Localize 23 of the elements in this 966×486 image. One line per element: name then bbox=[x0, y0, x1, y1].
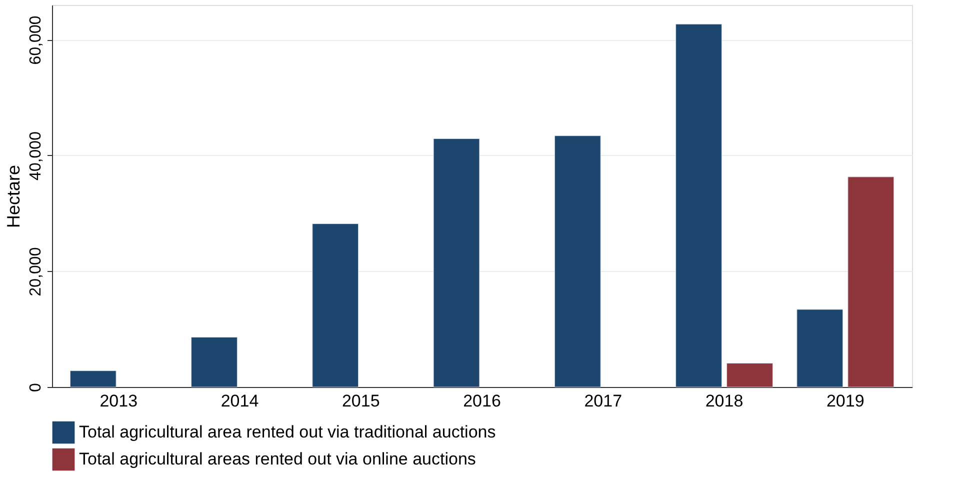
x-tick-label: 2016 bbox=[463, 392, 501, 410]
x-tick-label: 2018 bbox=[705, 392, 744, 410]
legend-label: Total agricultural areas rented out via online auctions bbox=[79, 450, 476, 468]
x-tick-label: 2015 bbox=[342, 392, 380, 410]
y-tick-label: 60,000 bbox=[28, 16, 44, 65]
bar bbox=[70, 370, 116, 388]
y-tick-label: 0 bbox=[28, 382, 44, 392]
legend-label: Total agricultural area rented out via traditional auctions bbox=[79, 422, 496, 442]
y-tick-label: 20,000 bbox=[28, 247, 44, 296]
bar bbox=[312, 224, 359, 388]
bar bbox=[726, 363, 773, 388]
bar bbox=[433, 138, 480, 388]
bar bbox=[554, 136, 601, 388]
bar bbox=[676, 24, 722, 388]
x-tick-label: 2019 bbox=[826, 392, 864, 410]
bar bbox=[848, 176, 894, 388]
y-axis-title: Hectare bbox=[4, 164, 24, 228]
y-tick-label: 40,000 bbox=[28, 131, 44, 180]
x-tick-label: 2017 bbox=[584, 392, 622, 410]
bar bbox=[191, 336, 238, 388]
bar bbox=[796, 309, 844, 388]
x-tick-label: 2013 bbox=[100, 392, 138, 410]
x-tick-label: 2014 bbox=[220, 392, 259, 410]
